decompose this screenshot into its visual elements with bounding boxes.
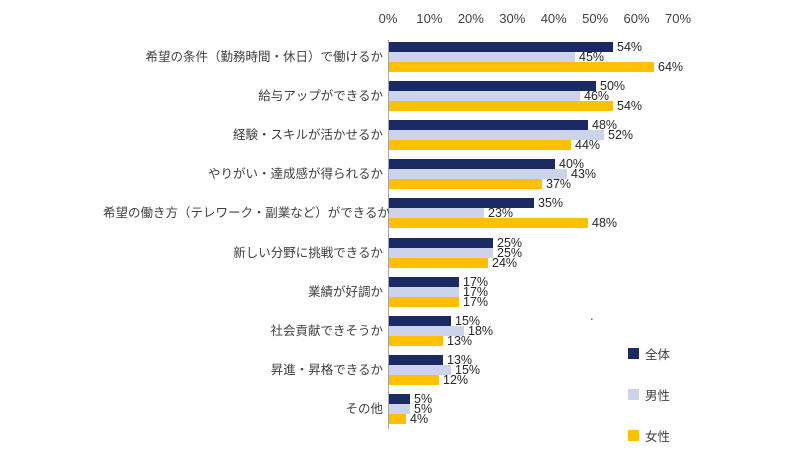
bar-女性 xyxy=(389,62,654,72)
value-label: 4% xyxy=(410,412,429,426)
value-label: 25% xyxy=(497,246,523,260)
stray-dot: . xyxy=(590,308,594,323)
value-label: 15% xyxy=(455,314,481,328)
value-label: 54% xyxy=(617,40,643,54)
value-label: 40% xyxy=(559,157,585,171)
x-axis-tick: 10% xyxy=(416,11,443,26)
value-label: 54% xyxy=(617,99,643,113)
category-label: 希望の条件（勤務時間・休日）で働けるか xyxy=(145,50,383,64)
bar-男性 xyxy=(389,404,410,414)
value-label: 64% xyxy=(658,60,684,74)
value-label: 48% xyxy=(592,216,618,230)
legend-item-male: 男性 xyxy=(628,385,670,404)
bar-全体 xyxy=(389,316,451,326)
bar-男性 xyxy=(389,208,484,218)
bar-女性 xyxy=(389,414,406,424)
bar-女性 xyxy=(389,375,439,385)
legend-item-overall: 全体 xyxy=(628,344,670,363)
legend-swatch-female xyxy=(628,430,639,441)
legend-item-female: 女性 xyxy=(628,426,670,445)
x-axis-tick: 50% xyxy=(582,11,609,26)
category-label: 新しい分野に挑戦できるか xyxy=(233,246,383,260)
value-label: 13% xyxy=(447,334,473,348)
legend-label-overall: 全体 xyxy=(645,348,671,362)
legend: 全体 男性 女性 xyxy=(628,344,670,445)
legend-swatch-overall xyxy=(628,348,639,359)
bar-全体 xyxy=(389,42,613,52)
bar-男性 xyxy=(389,287,459,297)
value-label: 23% xyxy=(488,206,514,220)
category-label: 社会貢献できそうか xyxy=(270,324,383,338)
bar-全体 xyxy=(389,198,534,208)
value-label: 24% xyxy=(492,256,518,270)
bar-男性 xyxy=(389,365,451,375)
category-label: 希望の働き方（テレワーク・副業など）ができるか xyxy=(103,206,391,220)
category-label: 給与アップができるか xyxy=(258,89,383,103)
x-axis-tick: 0% xyxy=(378,11,398,26)
bar-全体 xyxy=(389,159,555,169)
bar-男性 xyxy=(389,52,575,62)
category-label: 業績が好調か xyxy=(307,285,383,299)
bar-女性 xyxy=(389,140,571,150)
category-label: その他 xyxy=(345,402,383,416)
x-axis-tick: 70% xyxy=(664,11,692,26)
bar-男性 xyxy=(389,91,580,101)
value-label: 12% xyxy=(443,373,469,387)
x-axis-tick: 60% xyxy=(623,11,650,26)
bar-男性 xyxy=(389,248,493,258)
bar-全体 xyxy=(389,355,443,365)
bar-全体 xyxy=(389,394,410,404)
value-label: 17% xyxy=(463,295,489,309)
legend-label-male: 男性 xyxy=(645,389,671,403)
category-label: 経験・スキルが活かせるか xyxy=(232,128,383,142)
value-label: 44% xyxy=(575,138,601,152)
y-axis-line xyxy=(388,40,389,429)
value-label: 17% xyxy=(463,285,489,299)
legend-swatch-male xyxy=(628,389,639,400)
value-label: 13% xyxy=(447,353,473,367)
value-label: 50% xyxy=(600,79,626,93)
value-label: 48% xyxy=(592,118,618,132)
bar-全体 xyxy=(389,238,493,248)
value-label: 52% xyxy=(608,128,634,142)
bar-女性 xyxy=(389,218,588,228)
value-label: 15% xyxy=(455,363,481,377)
value-label: 18% xyxy=(468,324,494,338)
value-label: 17% xyxy=(463,275,489,289)
legend-label-female: 女性 xyxy=(645,430,671,444)
value-label: 25% xyxy=(497,236,523,250)
bar-女性 xyxy=(389,179,542,189)
bar-女性 xyxy=(389,101,613,111)
bar-女性 xyxy=(389,336,443,346)
x-axis-tick: 40% xyxy=(540,11,567,26)
bar-全体 xyxy=(389,81,596,91)
bar-全体 xyxy=(389,120,588,130)
value-label: 46% xyxy=(584,89,610,103)
x-axis-tick: 30% xyxy=(499,11,526,26)
bar-男性 xyxy=(389,169,567,179)
category-label: やりがい・達成感が得られるか xyxy=(207,167,383,181)
bar-男性 xyxy=(389,326,464,336)
value-label: 43% xyxy=(571,167,597,181)
value-label: 5% xyxy=(414,402,433,416)
value-label: 37% xyxy=(546,177,572,191)
bar-男性 xyxy=(389,130,604,140)
bar-女性 xyxy=(389,297,459,307)
category-label: 昇進・昇格できるか xyxy=(270,363,383,377)
bar-女性 xyxy=(389,258,488,268)
value-label: 5% xyxy=(414,392,433,406)
x-axis-tick: 20% xyxy=(457,11,484,26)
value-label: 35% xyxy=(538,196,564,210)
bar-全体 xyxy=(389,277,459,287)
value-label: 45% xyxy=(579,50,605,64)
